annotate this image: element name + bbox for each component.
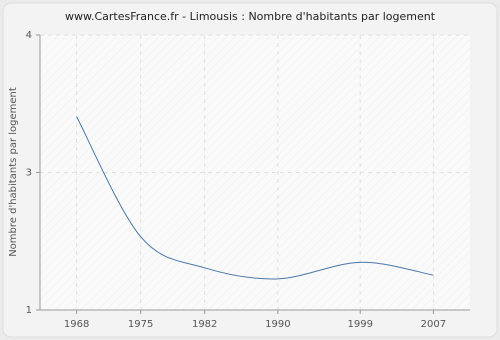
x-tick-label: 1999 — [347, 319, 372, 330]
x-tick-label: 2007 — [421, 319, 446, 330]
y-tick-label: 1 — [26, 305, 32, 316]
y-tick-label: 4 — [26, 30, 32, 41]
x-tick-label: 1975 — [128, 319, 153, 330]
x-tick-label: 1990 — [265, 319, 290, 330]
y-axis-label: Nombre d'habitants par logement — [8, 87, 19, 257]
x-tick-label: 1982 — [192, 319, 217, 330]
y-tick-label: 3 — [26, 168, 32, 179]
plot-area — [40, 35, 470, 310]
x-tick-label: 1968 — [64, 319, 89, 330]
chart-title: www.CartesFrance.fr - Limousis : Nombre … — [65, 10, 436, 23]
line-series — [76, 116, 434, 280]
